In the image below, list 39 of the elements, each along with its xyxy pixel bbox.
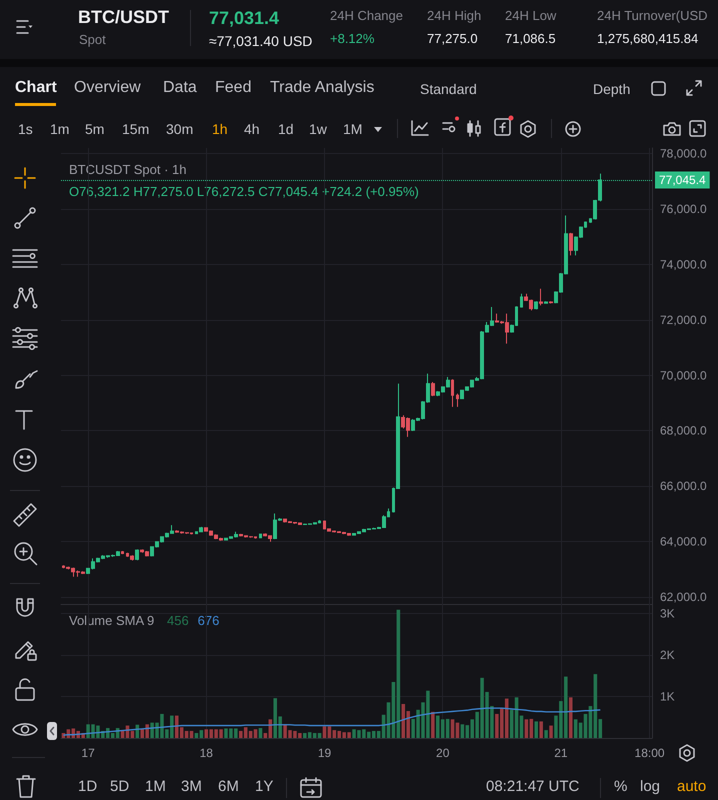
text: Feed	[215, 79, 252, 98]
text: Trade Analysis	[270, 79, 374, 98]
text: 1m	[50, 121, 70, 138]
text: +8.12%	[330, 31, 374, 47]
text: 5D	[110, 778, 130, 796]
text: 1D	[78, 778, 98, 796]
text: 1h	[212, 121, 228, 138]
text: 24H Change	[330, 8, 403, 24]
text: Overview	[74, 79, 141, 98]
text: 1s	[18, 121, 33, 138]
text: 1d	[278, 121, 294, 138]
text: 24H High	[427, 8, 482, 24]
text: Chart	[15, 79, 57, 98]
text: 71,086.5	[505, 31, 556, 47]
text: 1M	[145, 778, 166, 796]
text: 4h	[244, 121, 260, 138]
text: BTC/USDT	[78, 7, 169, 28]
text: 24H Low	[505, 8, 556, 24]
text: 6M	[218, 778, 239, 796]
text: 1,275,680,415.84	[597, 31, 698, 47]
text: Standard	[420, 81, 477, 98]
text: Depth	[593, 81, 630, 98]
text: 08:21:47 UTC	[486, 778, 580, 796]
text: 5m	[85, 121, 104, 138]
text: %	[614, 778, 628, 796]
text: ≈77,031.40 USD	[209, 33, 312, 50]
text: auto	[677, 778, 706, 796]
text: log	[640, 778, 660, 796]
text: Spot	[79, 32, 106, 48]
text: Data	[163, 79, 197, 98]
text: 30m	[166, 121, 194, 138]
text: 77,275.0	[427, 31, 478, 47]
text: 77,031.4	[209, 8, 280, 29]
text: 1Y	[255, 778, 274, 796]
text: 15m	[122, 121, 150, 138]
text: 1w	[309, 121, 327, 138]
text: 1M	[343, 121, 362, 138]
text: 3M	[181, 778, 202, 796]
text: 24H Turnover(USD	[597, 8, 708, 24]
